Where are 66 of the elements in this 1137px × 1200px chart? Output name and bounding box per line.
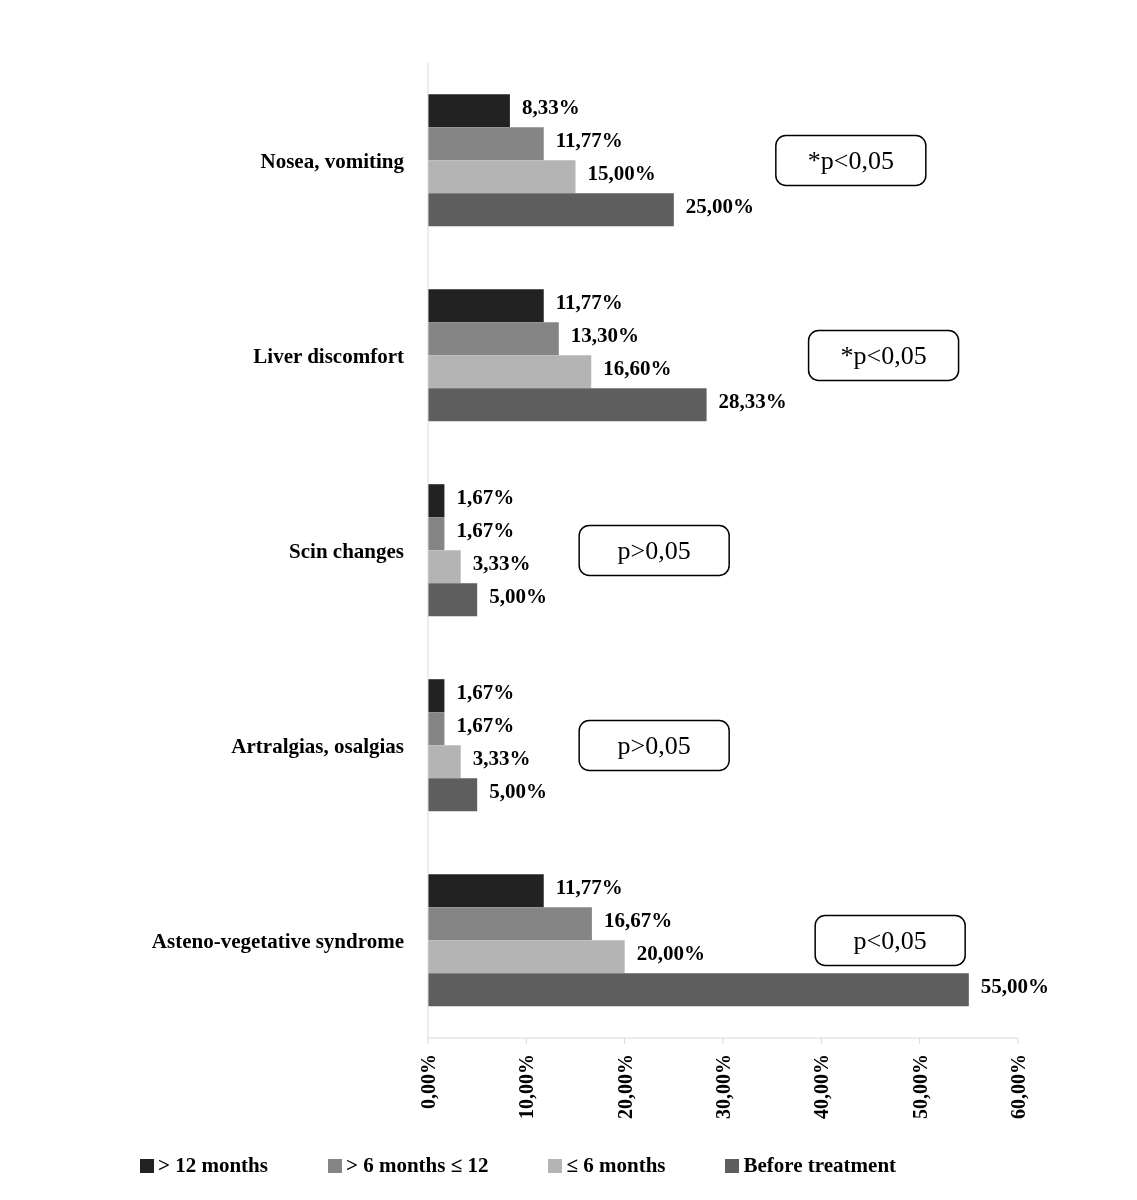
note-box: *p<0,05 — [807, 329, 960, 382]
y-tick-label: Asteno-vegetative syndrome — [151, 928, 404, 953]
note-box: p>0,05 — [578, 524, 730, 577]
data-label: 16,67% — [603, 907, 673, 932]
annotation: p>0,05 — [617, 536, 691, 565]
bar — [428, 712, 445, 746]
data-label: 1,67% — [456, 517, 515, 542]
x-tick-label: 20,00% — [613, 1054, 636, 1119]
data-label: 3,33% — [472, 745, 531, 770]
note-box: p>0,05 — [578, 719, 730, 772]
annotation: *p<0,05 — [807, 146, 894, 175]
legend-label: > 6 months ≤ 12 — [345, 1153, 489, 1178]
data-label: 1,67% — [456, 484, 515, 509]
bar — [428, 517, 445, 551]
annotation: p>0,05 — [617, 731, 691, 760]
data-label: 28,33% — [718, 388, 787, 413]
y-tick-label: Artralgias, osalgias — [231, 733, 404, 758]
x-tick-label: 0,00% — [417, 1054, 439, 1109]
legend-label: > 12 months — [157, 1153, 268, 1178]
y-tick-label: Liver discomfort — [253, 343, 404, 368]
bar — [428, 745, 461, 779]
x-tick-label: 50,00% — [908, 1054, 931, 1119]
data-label: 20,00% — [636, 940, 705, 965]
bar — [428, 322, 559, 356]
x-tick-label: 40,00% — [810, 1054, 833, 1119]
bar — [428, 193, 674, 227]
data-label: 16,60% — [603, 355, 672, 380]
data-label: 1,67% — [456, 679, 515, 704]
bar — [428, 679, 445, 713]
data-label: 25,00% — [685, 193, 755, 218]
legend-label: Before treatment — [743, 1153, 897, 1178]
x-tick-label: 30,00% — [712, 1054, 734, 1119]
bar — [428, 583, 478, 617]
data-label: 11,77% — [555, 874, 623, 899]
bar — [428, 127, 544, 161]
data-label: 1,67% — [456, 712, 515, 737]
data-label: 5,00% — [489, 583, 547, 608]
data-label: 8,33% — [521, 94, 580, 119]
legend-label: ≤ 6 months — [566, 1153, 666, 1178]
data-label: 55,00% — [980, 973, 1050, 998]
data-label: 11,77% — [555, 289, 623, 314]
note-box: *p<0,05 — [775, 134, 927, 187]
bar — [428, 550, 461, 584]
data-label: 15,00% — [587, 160, 656, 185]
annotation: *p<0,05 — [840, 341, 927, 370]
bar — [428, 940, 625, 974]
data-label: 11,77% — [555, 127, 623, 152]
annotation: p<0,05 — [853, 926, 927, 955]
data-label: 13,30% — [570, 322, 640, 347]
bar — [428, 778, 478, 812]
bar — [428, 484, 445, 518]
bar — [428, 94, 510, 128]
x-tick-label: 60,00% — [1007, 1054, 1029, 1119]
y-tick-label: Nosea, vomiting — [260, 148, 405, 173]
y-tick-label: Scin changes — [289, 538, 404, 563]
bar — [428, 355, 592, 389]
bar — [428, 388, 707, 422]
note-box: p<0,05 — [814, 914, 966, 967]
x-tick-label: 10,00% — [515, 1054, 538, 1119]
bar — [428, 907, 592, 941]
data-label: 5,00% — [489, 778, 547, 803]
bar — [428, 874, 544, 908]
bar — [428, 973, 969, 1007]
bar — [428, 160, 576, 194]
data-label: 3,33% — [472, 550, 531, 575]
bar — [428, 289, 544, 323]
